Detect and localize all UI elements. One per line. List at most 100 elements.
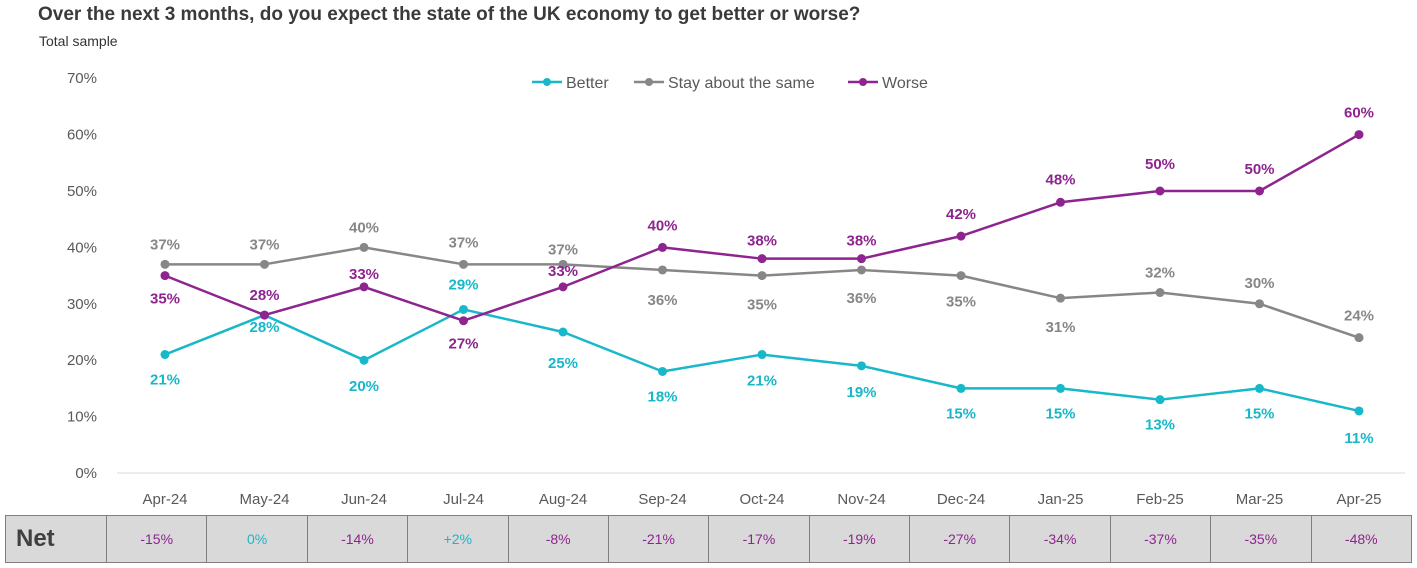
data-point	[857, 254, 866, 264]
net-label: Net	[5, 515, 107, 563]
data-point	[658, 366, 667, 376]
series-line-worse	[164, 133, 1360, 322]
x-tick-label: Nov-24	[837, 491, 885, 508]
data-label: 35%	[747, 297, 777, 314]
x-tick-label: Aug-24	[539, 491, 587, 508]
data-point	[956, 271, 966, 281]
data-point	[1056, 383, 1065, 393]
data-point	[1056, 197, 1065, 207]
x-tick-label: Oct-24	[739, 491, 784, 508]
net-value-cell: -17%	[708, 515, 810, 563]
net-value-cell: -8%	[507, 515, 609, 563]
legend: Better Stay about the same Worse	[532, 75, 928, 92]
data-label: 37%	[548, 241, 578, 258]
data-label: 29%	[448, 276, 478, 293]
y-tick-label: 30%	[67, 296, 97, 313]
x-tick-label: Jun-24	[341, 491, 387, 508]
data-label: 37%	[448, 234, 478, 251]
data-point	[956, 231, 966, 241]
data-point	[1354, 130, 1364, 140]
data-label: 36%	[647, 292, 677, 309]
data-label: 15%	[1244, 405, 1274, 422]
data-label: 24%	[1344, 308, 1374, 325]
data-point	[1155, 288, 1165, 298]
data-label: 50%	[1145, 156, 1175, 173]
net-row: Net -15% 0% -14% +2% -8% -21% -17% -19% -27% -34%…	[5, 515, 1412, 563]
legend-item-stay-about-the-same: Stay about the same	[634, 75, 815, 92]
legend-label: Stay about the same	[668, 75, 815, 92]
data-point	[1255, 186, 1264, 196]
data-point	[658, 265, 667, 275]
data-label: 33%	[349, 266, 379, 283]
data-label: 37%	[150, 236, 180, 253]
data-point	[1354, 333, 1364, 343]
legend-swatch-marker	[859, 78, 867, 86]
y-tick-label: 50%	[67, 183, 97, 200]
net-value-cell: 0%	[206, 515, 308, 563]
net-table: Net -15% 0% -14% +2% -8% -21% -17% -19% -27% -34%…	[5, 515, 1412, 563]
data-label: 25%	[548, 355, 578, 372]
data-label: 50%	[1244, 161, 1274, 178]
data-labels: 21% 28% 20% 29% 25% 18% 21% 19% 15% 15% 13% 15% 11% 3…	[150, 105, 1374, 447]
data-label: 48%	[1045, 171, 1075, 188]
legend-label: Better	[566, 75, 609, 92]
net-value-cell: -35%	[1210, 515, 1312, 563]
data-label: 19%	[846, 384, 876, 401]
series-line-better	[164, 308, 1360, 413]
data-point	[160, 259, 170, 269]
data-point	[260, 259, 269, 269]
data-label: 42%	[946, 206, 976, 223]
data-label: 15%	[1045, 405, 1075, 422]
y-tick-label: 40%	[67, 239, 97, 256]
chart-subtitle: Total sample	[39, 33, 118, 49]
data-point	[160, 271, 170, 281]
x-tick-label: Apr-24	[142, 491, 187, 508]
data-label: 20%	[349, 378, 379, 395]
net-value-cell: -48%	[1310, 515, 1412, 563]
data-label: 21%	[150, 372, 180, 389]
net-value-cell: -21%	[607, 515, 710, 563]
data-point	[359, 282, 369, 292]
line-chart: 0% 10% 20% 30% 40% 50% 60% 70% Apr-24 May-24 Jun-2…	[67, 70, 1405, 508]
x-tick-label: Jul-24	[443, 491, 484, 508]
x-tick-label: Feb-25	[1136, 491, 1184, 508]
data-point	[558, 259, 568, 269]
data-point	[857, 265, 866, 275]
chart-title: Over the next 3 months, do you expect th…	[38, 4, 861, 25]
legend-item-better: Better	[532, 75, 609, 92]
net-value-cell: -37%	[1109, 515, 1212, 563]
series-lines	[160, 130, 1364, 416]
net-value-cell: -15%	[105, 515, 208, 563]
net-value-cell: -19%	[808, 515, 911, 563]
data-label: 38%	[747, 233, 777, 250]
x-tick-label: May-24	[239, 491, 289, 508]
legend-swatch-marker	[645, 78, 653, 86]
data-label: 18%	[647, 388, 677, 405]
x-tick-label: Sep-24	[638, 491, 686, 508]
data-point	[558, 282, 568, 292]
x-tick-label: Jan-25	[1038, 491, 1084, 508]
data-label: 13%	[1145, 417, 1175, 434]
data-label: 21%	[747, 373, 777, 390]
y-tick-label: 70%	[67, 70, 97, 87]
data-label: 35%	[150, 291, 180, 308]
data-point	[757, 254, 767, 264]
net-value-cell: +2%	[407, 515, 509, 563]
data-point	[459, 259, 468, 269]
data-point	[160, 350, 170, 360]
data-point	[956, 383, 966, 393]
y-tick-label: 10%	[67, 409, 97, 426]
data-point	[658, 242, 667, 252]
net-value-cell: -14%	[306, 515, 409, 563]
y-tick-label: 20%	[67, 352, 97, 369]
data-label: 31%	[1045, 319, 1075, 336]
data-point	[1354, 406, 1364, 416]
data-point	[1255, 383, 1264, 393]
axes: 0% 10% 20% 30% 40% 50% 60% 70% Apr-24 May-24 Jun-2…	[67, 70, 1405, 508]
data-point	[359, 355, 369, 365]
legend-label: Worse	[882, 75, 928, 92]
data-label: 32%	[1145, 265, 1175, 282]
net-value-cell: -27%	[908, 515, 1011, 563]
data-label: 33%	[548, 263, 578, 280]
x-tick-label: Apr-25	[1336, 491, 1381, 508]
